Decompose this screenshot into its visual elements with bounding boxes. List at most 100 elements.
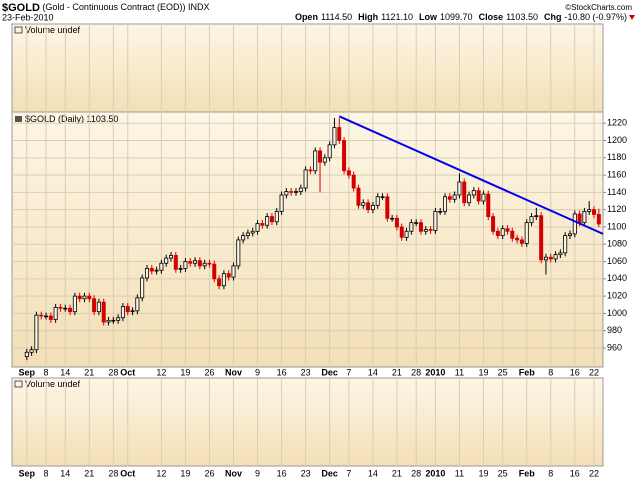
candle-body (274, 211, 279, 223)
candle-body (279, 194, 284, 212)
candle-body (265, 216, 270, 226)
x-tick-label: 21 (392, 468, 402, 478)
y-tick-label: 1020 (607, 290, 627, 300)
label-icon (15, 116, 22, 122)
candle-body (342, 140, 347, 172)
x-tick-label: 26 (204, 468, 214, 478)
price-label: $GOLD (Daily) 1103.50 (25, 114, 118, 124)
x-tick-label: Oct (120, 367, 135, 377)
candle-body (558, 252, 563, 256)
candle-body (250, 230, 255, 234)
x-tick-label: 16 (277, 367, 287, 377)
candle-body (303, 169, 308, 189)
x-tick-label: 16 (570, 367, 580, 377)
x-tick-label: Oct (120, 468, 135, 478)
label-icon (14, 26, 23, 34)
x-tick-label: 8 (44, 367, 49, 377)
candle-body (221, 273, 226, 287)
x-tick-label: 11 (455, 367, 464, 377)
candle-body (24, 351, 29, 358)
y-tick-label: 1080 (607, 239, 627, 249)
candle-body (289, 191, 294, 193)
candle-body (534, 215, 539, 217)
candle-body (563, 235, 568, 254)
candle-body (58, 306, 63, 309)
candle-body (572, 213, 577, 235)
candle-body (356, 187, 361, 206)
candle-body (236, 239, 241, 267)
candle-body (130, 310, 135, 313)
candle-body (418, 222, 423, 232)
candle-body (101, 301, 106, 323)
candle-body (524, 222, 529, 244)
header-title: $GOLD (Gold - Continuous Contract (EOD))… (2, 2, 209, 14)
candle-body (260, 223, 265, 226)
y-tick-label: 1100 (607, 221, 626, 231)
candle-body (154, 269, 159, 272)
candle-body (125, 306, 130, 313)
candle-body (298, 187, 303, 192)
candle-body (120, 306, 125, 319)
y-tick-label: 1180 (607, 152, 626, 162)
x-tick-label: Nov (225, 367, 242, 377)
candle-body (96, 301, 101, 313)
candle-body (471, 190, 476, 196)
candle-body (596, 214, 601, 225)
title: $GOLD (2, 2, 40, 14)
quote: Open 1114.50 High 1121.10 Low 1099.70 Close 110… (295, 12, 627, 22)
x-tick-label: 23 (301, 468, 311, 478)
y-tick-label: 1140 (607, 187, 626, 197)
candle-body (231, 265, 236, 278)
x-tick-label: 8 (548, 367, 553, 377)
x-tick-label: 21 (392, 367, 402, 377)
candle-body (394, 217, 399, 228)
candle-body (438, 211, 443, 213)
x-tick-label: 26 (204, 367, 214, 377)
candle-body (293, 191, 298, 193)
source: ©StockCharts.com (565, 3, 632, 12)
candle-body (72, 295, 77, 313)
candle-body (318, 150, 323, 163)
x-tick-label: Nov (225, 468, 242, 478)
label-icon (14, 380, 23, 388)
trend-line (338, 115, 604, 235)
x-tick-label: 9 (255, 468, 260, 478)
y-tick-label: 1120 (607, 204, 626, 214)
y-tick-label: 1220 (607, 118, 627, 128)
y-tick-label: 980 (607, 325, 622, 335)
candle-body (68, 307, 73, 313)
candle-body (380, 196, 385, 198)
candle-body (375, 196, 380, 206)
candle-body (34, 314, 39, 351)
quote-value: 1099.70 (440, 12, 473, 22)
candle-body (217, 278, 222, 287)
candle-body (77, 295, 82, 300)
x-tick-label: Sep (19, 367, 36, 377)
candle-body (495, 230, 500, 237)
y-tick-label: 1160 (607, 169, 626, 179)
candle-body (515, 237, 520, 241)
x-tick-label: 14 (60, 468, 70, 478)
x-tick-label: 14 (368, 367, 378, 377)
quote-value: 1103.50 (506, 12, 538, 22)
x-tick-label: 8 (548, 468, 553, 478)
candle-body (548, 256, 553, 260)
candle-body (539, 215, 544, 261)
x-tick-label: 9 (255, 367, 260, 377)
quote-value: -10.80 (-0.97%) (564, 12, 627, 22)
candle-body (308, 169, 313, 172)
y-tick-label: 1200 (607, 135, 627, 145)
candle-body (207, 262, 212, 265)
date: 23-Feb-2010 (2, 12, 54, 22)
x-tick-label: Sep (19, 468, 36, 478)
quote-label: Open (295, 12, 318, 22)
x-tick-label: 19 (180, 367, 190, 377)
candle-body (135, 297, 140, 312)
candle-body (284, 191, 289, 196)
candle-body (567, 233, 572, 237)
candle-body (202, 262, 207, 267)
candle-body (241, 235, 246, 241)
candle-body (361, 202, 366, 206)
x-tick-label: 19 (478, 468, 488, 478)
candle-body (457, 181, 462, 196)
